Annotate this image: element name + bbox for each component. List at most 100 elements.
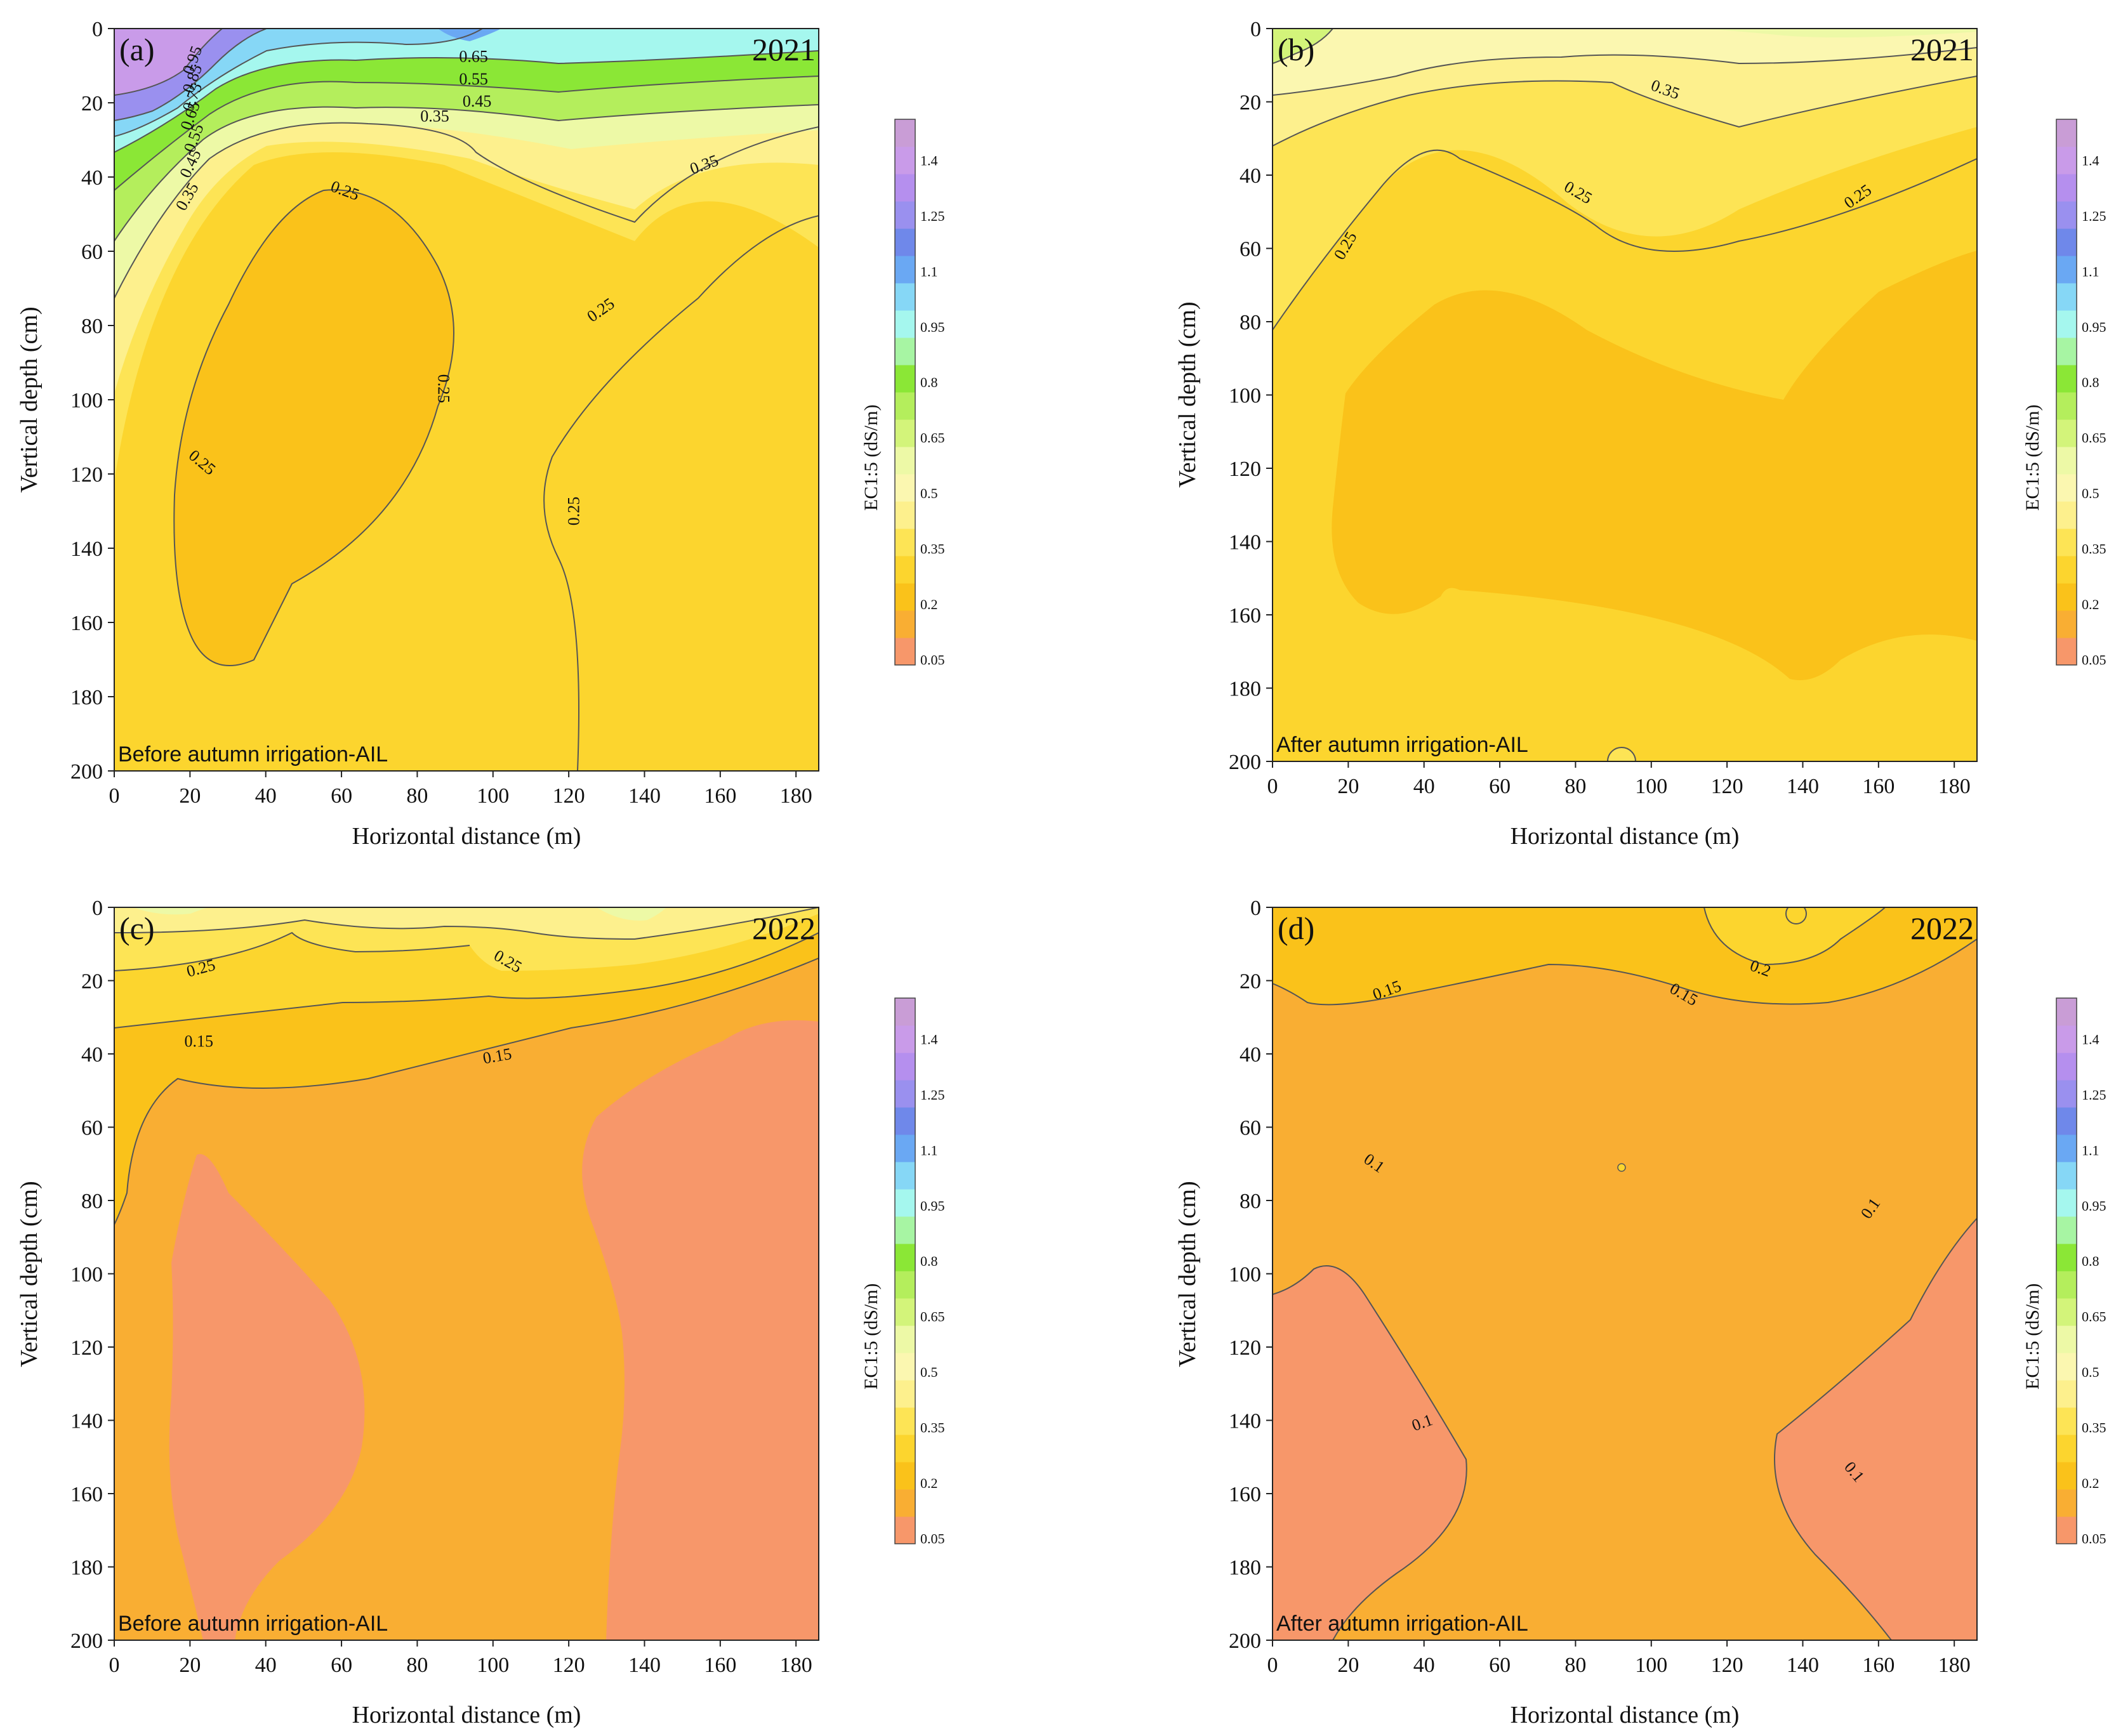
- x-tick-label: 160: [704, 1654, 736, 1677]
- colorbar-swatch: [895, 338, 915, 365]
- panel-c-year: 2022: [752, 911, 816, 946]
- colorbar-swatch: [895, 998, 915, 1026]
- colorbar-swatch: [895, 365, 915, 393]
- colorbar-swatch: [2056, 447, 2077, 475]
- colorbar-swatch: [895, 1216, 915, 1244]
- x-tick-label: 40: [255, 1654, 277, 1677]
- y-tick-label: 120: [70, 1336, 103, 1360]
- x-tick-label: 0: [109, 1654, 120, 1677]
- y-tick-label: 200: [1229, 751, 1261, 774]
- y-tick-label: 0: [1250, 897, 1261, 920]
- x-tick-label: 60: [331, 784, 352, 808]
- colorbar-swatch: [895, 1325, 915, 1353]
- colorbar-swatch: [2056, 1216, 2077, 1244]
- colorbar-label: 0.35: [920, 541, 945, 557]
- panel-c-ylabel: Vertical depth (cm): [16, 1181, 43, 1367]
- colorbar-label: 1.1: [920, 1142, 938, 1158]
- panel-a-xlabel: Horizontal distance (m): [352, 823, 581, 850]
- colorbar-swatch: [895, 1134, 915, 1162]
- colorbar-swatch: [2056, 1353, 2077, 1381]
- contour-label: 0.55: [459, 70, 488, 88]
- colorbar-swatch: [2056, 147, 2077, 174]
- y-tick-label: 160: [70, 1483, 103, 1506]
- colorbar-label: 0.2: [2082, 1475, 2099, 1491]
- colorbar-swatch: [895, 1025, 915, 1053]
- x-tick-label: 20: [179, 784, 201, 808]
- colorbar-label: 1.25: [2082, 208, 2106, 224]
- colorbar-title: EC1:5 (dS/m): [861, 404, 882, 511]
- colorbar-swatch: [2056, 1025, 2077, 1053]
- panel-c-note: Before autumn irrigation-AIL: [118, 1612, 388, 1636]
- x-tick-label: 140: [1787, 1654, 1819, 1677]
- colorbar-label: 0.5: [920, 485, 938, 501]
- x-tick-label: 120: [1711, 1654, 1743, 1677]
- contour-label: 0.45: [463, 92, 492, 110]
- colorbar-label: 0.8: [920, 1253, 938, 1269]
- colorbar-label: 0.2: [2082, 596, 2099, 612]
- x-tick-label: 180: [1938, 775, 1971, 798]
- colorbar-label: 0.8: [2082, 374, 2099, 390]
- panel-c-xlabel: Horizontal distance (m): [352, 1702, 581, 1728]
- colorbar-swatch: [895, 174, 915, 202]
- panel-b-letter: (b): [1278, 32, 1314, 67]
- colorbar-label: 0.5: [920, 1364, 938, 1380]
- colorbar-swatch: [895, 1080, 915, 1108]
- colorbar-swatch: [2056, 638, 2077, 666]
- colorbar-swatch: [2056, 998, 2077, 1026]
- colorbar-swatch: [2056, 1516, 2077, 1544]
- colorbar-swatch: [895, 119, 915, 147]
- x-tick-label: 40: [1413, 1654, 1435, 1677]
- x-tick-label: 0: [1267, 775, 1278, 798]
- panel-b-ylabel: Vertical depth (cm): [1174, 301, 1201, 487]
- colorbar-frame: [894, 997, 916, 1544]
- x-tick-label: 60: [1489, 775, 1511, 798]
- colorbar-swatch: [895, 501, 915, 529]
- panel-a-ylabel: Vertical depth (cm): [16, 306, 43, 492]
- y-tick-label: 180: [70, 686, 103, 709]
- colorbar-swatch: [2056, 1462, 2077, 1490]
- x-tick-label: 160: [1862, 1654, 1894, 1677]
- x-tick-label: 40: [255, 784, 277, 808]
- colorbar-swatch: [895, 1189, 915, 1217]
- y-tick-label: 60: [1240, 1117, 1261, 1140]
- colorbar-swatch: [2056, 1407, 2077, 1435]
- y-tick-label: 20: [81, 92, 103, 115]
- colorbar-swatch: [2056, 1244, 2077, 1272]
- y-tick-label: 120: [70, 463, 103, 487]
- colorbar-label: 0.35: [2082, 1420, 2106, 1436]
- y-tick-label: 140: [1229, 1410, 1261, 1433]
- colorbar-swatch: [895, 1244, 915, 1272]
- colorbar-swatch: [2056, 392, 2077, 420]
- colorbar-a: 1.4 1.25 1.1 0.95 0.8 0.65 0.5 0.35 0.2 0.05 EC1:5…: [861, 119, 945, 667]
- y-tick-label: 40: [81, 166, 103, 190]
- panel-d-year: 2022: [1910, 911, 1974, 946]
- panel-b-note: After autumn irrigation-AIL: [1276, 733, 1528, 757]
- colorbar-swatch: [2056, 338, 2077, 365]
- colorbar-swatch: [2056, 1271, 2077, 1299]
- x-tick-label: 160: [704, 784, 736, 808]
- colorbar-swatch: [895, 1053, 915, 1081]
- panel-a: 0.950.850.750.650.550.450.350.650.550.45…: [16, 18, 819, 850]
- colorbar-label: 1.1: [2082, 1142, 2099, 1158]
- panel-b: 0.350.250.250.25 0 20 40 60 80 100 120 140 160 18…: [1174, 18, 1978, 850]
- colorbar-swatch: [2056, 1107, 2077, 1135]
- colorbar-swatch: [895, 256, 915, 284]
- panel-d-note: After autumn irrigation-AIL: [1276, 1612, 1528, 1636]
- colorbar-swatch: [895, 392, 915, 420]
- y-tick-label: 160: [1229, 604, 1261, 628]
- colorbar-frame: [2056, 119, 2077, 666]
- panel-b-field: [1273, 29, 1977, 761]
- y-tick-label: 200: [70, 760, 103, 784]
- x-tick-label: 20: [179, 1654, 201, 1677]
- y-tick-label: 20: [1240, 970, 1261, 994]
- colorbar-label: 1.4: [920, 153, 938, 169]
- panel-c-letter: (c): [119, 911, 155, 946]
- colorbar-swatch: [2056, 1298, 2077, 1326]
- colorbar-swatch: [895, 474, 915, 502]
- colorbar-label: 0.95: [920, 319, 945, 335]
- colorbar-swatch: [895, 638, 915, 666]
- x-tick-label: 60: [331, 1654, 352, 1677]
- x-tick-label: 20: [1337, 775, 1359, 798]
- colorbar-swatch: [2056, 1162, 2077, 1190]
- y-tick-label: 180: [1229, 1556, 1261, 1580]
